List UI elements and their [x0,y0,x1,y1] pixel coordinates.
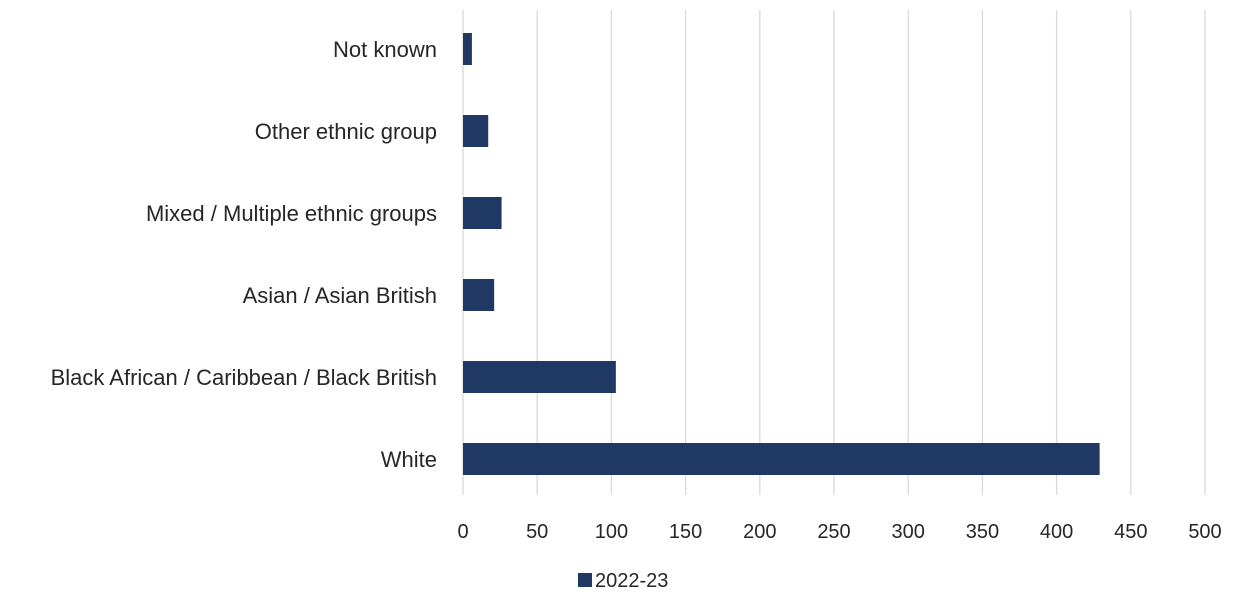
bar [463,279,495,311]
category-label: Other ethnic group [255,119,437,144]
category-label: Asian / Asian British [243,283,437,308]
x-axis-tick-labels: 0 50 100 150 200 250 300 350 400 450 500 [457,521,1221,543]
bars [463,33,1100,475]
x-tick-label: 500 [1188,521,1221,543]
bar [463,33,472,65]
x-tick-label: 300 [892,521,925,543]
x-tick-label: 50 [526,521,548,543]
legend-label: 2022-23 [595,570,668,592]
x-tick-label: 0 [457,521,468,543]
x-tick-label: 150 [669,521,702,543]
bar [463,197,502,229]
x-tick-label: 100 [595,521,628,543]
x-tick-label: 350 [966,521,999,543]
bar [463,115,489,147]
x-tick-label: 250 [817,521,850,543]
x-tick-label: 450 [1114,521,1147,543]
category-label: Black African / Caribbean / Black Britis… [51,365,437,390]
category-label: Not known [333,37,437,62]
legend-swatch [578,573,592,587]
category-labels: White Black African / Caribbean / Black B… [51,37,437,472]
legend: 2022-23 [578,570,668,592]
bar [463,361,616,393]
x-tick-label: 400 [1040,521,1073,543]
category-label: Mixed / Multiple ethnic groups [146,201,437,226]
category-label: White [381,447,437,472]
x-tick-label: 200 [743,521,776,543]
gridlines [462,10,1206,495]
bar [463,443,1100,475]
